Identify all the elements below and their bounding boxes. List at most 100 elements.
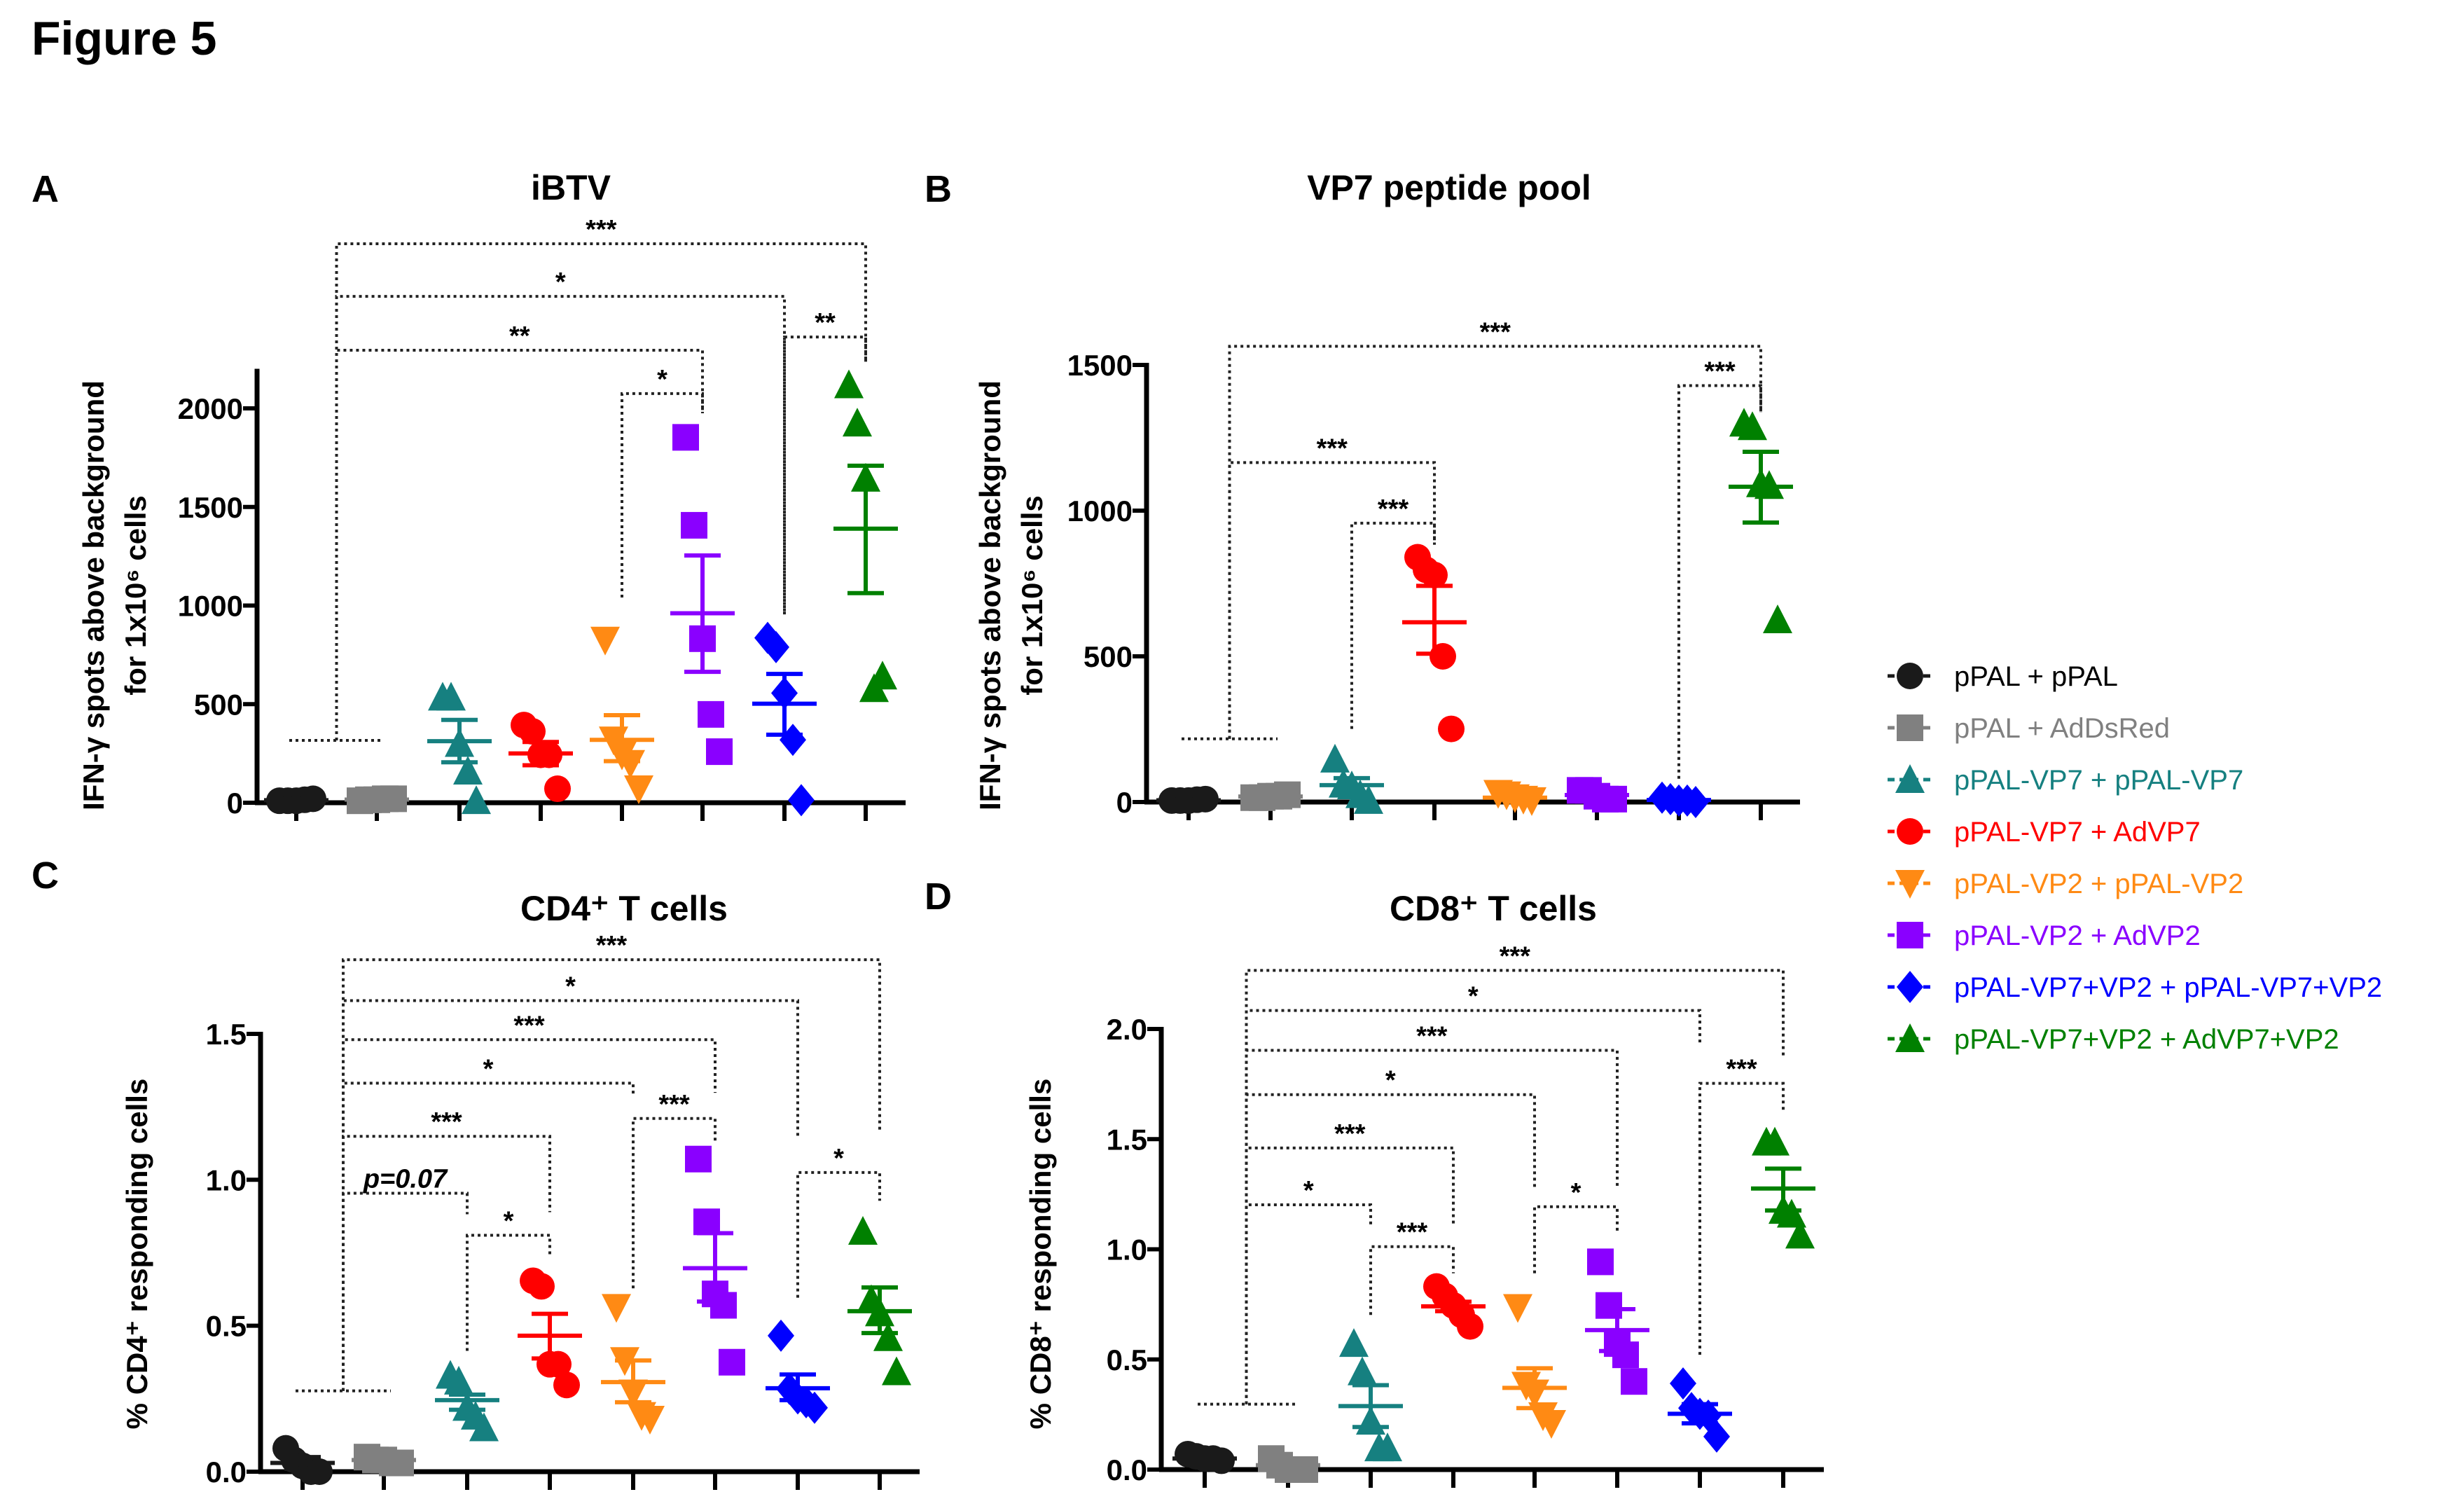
panel-a-ylabel-line2: for 1x10⁶ cells — [119, 495, 152, 696]
significance-label: *** — [1500, 941, 1531, 971]
panel-a-title: iBTV — [531, 168, 611, 207]
significance-label: ** — [509, 322, 530, 351]
data-point — [1354, 785, 1383, 814]
significance-bracket — [1350, 521, 1436, 729]
data-point — [590, 626, 620, 656]
significance-label: p=0.07 — [363, 1164, 448, 1194]
significance-label: * — [555, 268, 566, 297]
significance-bracket — [1245, 1146, 1455, 1404]
diamond-marker-icon — [1897, 971, 1923, 1003]
triangle-up-marker-icon — [1895, 764, 1925, 793]
significance-label: *** — [1704, 357, 1736, 387]
circle-marker-icon — [1897, 818, 1923, 845]
significance-bracket — [1245, 1049, 1619, 1404]
significance-bracket — [335, 242, 867, 741]
data-point — [672, 424, 699, 451]
data-point — [528, 1273, 555, 1300]
significance-label: * — [565, 972, 576, 1001]
significance-label: *** — [1334, 1119, 1366, 1149]
data-point — [624, 775, 653, 805]
data-point — [1785, 1220, 1815, 1249]
panel-b: 0 500 1000 1500 *** *** *** *** — [1067, 317, 1800, 820]
panel-a-ylabel-line1: IFN-γ spots above background — [77, 380, 110, 810]
significance-bracket — [342, 1038, 717, 1391]
significance-label: ** — [815, 308, 836, 338]
data-point — [1438, 715, 1465, 742]
data-point — [519, 718, 546, 745]
significance-bracket — [1677, 384, 1762, 779]
y-tick-label: 500 — [1084, 640, 1133, 673]
significance-label: *** — [658, 1090, 690, 1119]
data-point — [1760, 1126, 1790, 1156]
significance-label: *** — [1317, 434, 1348, 463]
data-point — [1587, 1248, 1614, 1276]
significance-bracket — [796, 1170, 881, 1298]
y-tick-label: 1000 — [178, 590, 243, 623]
data-point — [1537, 1409, 1566, 1439]
legend-item: pPAL-VP2 + AdVP2 — [1888, 920, 2201, 951]
legend-item: pPAL-VP2 + pPAL-VP2 — [1888, 869, 2243, 899]
data-point — [1738, 411, 1767, 441]
data-point — [1348, 1356, 1377, 1386]
significance-bracket — [1245, 1203, 1372, 1404]
y-tick-label: 0.0 — [206, 1456, 247, 1488]
data-point — [553, 1372, 580, 1399]
data-point — [873, 1322, 903, 1351]
data-point — [469, 1412, 499, 1442]
panel-letter-c: C — [32, 855, 59, 897]
significance-label: *** — [1378, 495, 1409, 524]
significance-bracket — [342, 999, 799, 1391]
significance-bracket — [1228, 461, 1436, 739]
significance-bracket — [621, 392, 704, 597]
data-point — [834, 369, 864, 399]
significance-label: *** — [431, 1107, 462, 1137]
legend: pPAL + pPAL pPAL + AdDsRed pPAL-VP7 + pPAL… — [1888, 661, 2382, 1055]
data-point — [306, 1458, 333, 1485]
legend-label: pPAL + AdDsRed — [1954, 713, 2170, 744]
significance-label: *** — [1416, 1022, 1448, 1051]
significance-label: * — [1303, 1176, 1314, 1206]
panel-d-ylabel: % CD8⁺ responding cells — [1024, 1079, 1057, 1430]
data-point — [1373, 1432, 1402, 1462]
significance-bracket — [632, 1117, 717, 1289]
panel-d-title: CD8⁺ T cells — [1390, 889, 1597, 928]
y-tick-label: 1.0 — [1107, 1234, 1147, 1266]
significance-label: *** — [1726, 1055, 1757, 1084]
data-point — [868, 661, 897, 690]
data-point — [719, 1348, 745, 1376]
y-tick-label: 1.5 — [1107, 1123, 1147, 1156]
panel-letter-a: A — [32, 168, 59, 210]
panel-letter-b: B — [925, 168, 952, 210]
significance-bracket — [1245, 1093, 1536, 1404]
panel-c-title: CD4⁺ T cells — [520, 889, 728, 928]
y-tick-label: 2.0 — [1107, 1013, 1147, 1046]
square-marker-icon — [1897, 714, 1923, 741]
data-point — [1339, 1328, 1369, 1358]
significance-label: * — [1571, 1178, 1581, 1208]
significance-label: * — [504, 1206, 514, 1236]
y-tick-label: 1500 — [1067, 349, 1133, 382]
legend-item: pPAL-VP7 + AdVP7 — [1888, 817, 2201, 848]
y-tick-label: 0 — [227, 787, 243, 820]
data-point — [698, 700, 724, 728]
significance-label: *** — [596, 931, 628, 960]
significance-label: *** — [1397, 1218, 1428, 1248]
significance-bracket — [342, 1082, 635, 1391]
significance-bracket — [1533, 1205, 1619, 1273]
significance-bracket — [1698, 1082, 1785, 1355]
y-tick-label: 0 — [1116, 786, 1133, 819]
significance-label: * — [833, 1144, 844, 1173]
data-point — [635, 1405, 665, 1435]
data-point — [453, 755, 483, 785]
y-tick-label: 1.0 — [206, 1163, 247, 1196]
data-point — [882, 1356, 911, 1386]
significance-label: *** — [586, 215, 617, 244]
significance-bracket — [783, 336, 867, 615]
legend-label: pPAL-VP7 + pPAL-VP7 — [1954, 765, 2243, 796]
panel-b-ylabel-line1: IFN-γ spots above background — [974, 380, 1006, 810]
data-point — [768, 1319, 794, 1352]
data-point — [444, 1365, 473, 1395]
y-tick-label: 1500 — [178, 491, 243, 524]
panel-b-title: VP7 peptide pool — [1307, 168, 1591, 207]
data-point — [763, 630, 789, 663]
